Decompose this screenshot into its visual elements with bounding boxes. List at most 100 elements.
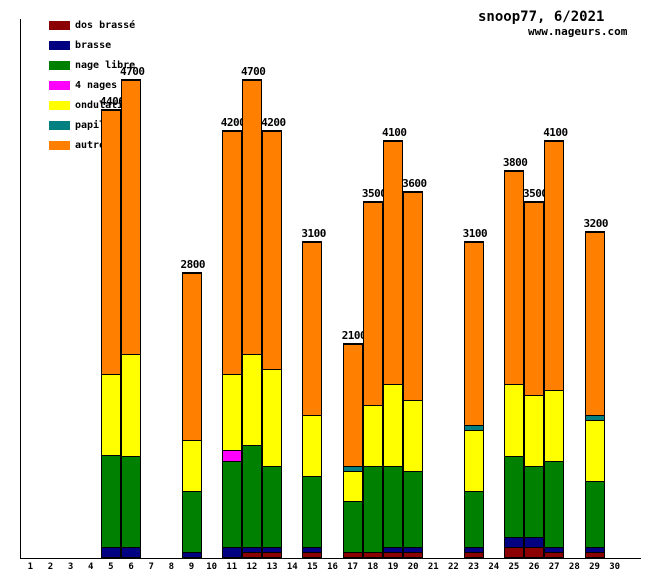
segment-brasse — [122, 546, 141, 557]
legend-label: brasse — [75, 39, 112, 51]
segment-brasse — [384, 546, 402, 552]
segment-ondulations — [525, 394, 544, 466]
x-axis-label-17: 17 — [347, 562, 359, 572]
legend-swatch-dos_brasse — [49, 20, 70, 30]
legend-item-dos_brasse: dos brassé — [49, 15, 135, 35]
bar-total-label: 3500 — [361, 186, 387, 200]
x-axis-label-9: 9 — [188, 562, 195, 572]
segment-autre — [263, 130, 282, 370]
bar-total-label: 2800 — [180, 257, 206, 271]
legend-swatch-ondulations — [49, 100, 70, 110]
bar-day-27 — [544, 139, 565, 558]
x-axis-label-18: 18 — [367, 562, 379, 572]
segment-autre — [122, 79, 141, 354]
x-axis-label-27: 27 — [548, 562, 560, 572]
segment-nage_libre — [182, 491, 201, 552]
x-axis-label-1: 1 — [27, 562, 33, 572]
segment-brasse — [222, 546, 241, 557]
bar-day-26 — [524, 200, 545, 558]
segment-papillon — [585, 414, 604, 420]
x-axis-label-10: 10 — [206, 562, 218, 572]
bar-day-25 — [503, 170, 524, 558]
segment-brasse — [545, 546, 564, 552]
segment-nage_libre — [404, 470, 423, 547]
segment-brasse — [404, 546, 423, 552]
legend-item-nage_libre: nage libre — [49, 55, 135, 75]
x-axis-label-19: 19 — [387, 562, 399, 572]
x-axis-label-26: 26 — [528, 562, 540, 572]
segment-quatre_nages — [222, 450, 241, 461]
legend-label: dos brassé — [75, 19, 136, 31]
bar-total-label: 3200 — [583, 217, 609, 231]
segment-brasse — [263, 546, 282, 552]
bar-total-label: 4200 — [220, 115, 246, 129]
bar-day-6 — [121, 78, 142, 558]
bar-total-label: 3800 — [502, 156, 528, 170]
segment-ondulations — [122, 354, 141, 456]
x-axis-label-11: 11 — [226, 562, 238, 572]
segment-brasse — [182, 551, 201, 557]
legend-swatch-nage_libre — [49, 60, 70, 70]
segment-dos_brasse — [343, 551, 362, 557]
bar-day-20 — [403, 190, 424, 558]
bar-day-9 — [181, 271, 202, 558]
x-axis-label-14: 14 — [286, 562, 298, 572]
segment-dos_brasse — [363, 551, 382, 557]
legend-swatch-papillon — [49, 120, 70, 130]
segment-dos_brasse — [404, 551, 423, 557]
segment-ondulations — [343, 470, 362, 502]
bar-total-label: 4400 — [99, 95, 125, 109]
segment-brasse — [504, 536, 523, 547]
segment-nage_libre — [101, 455, 120, 547]
segment-autre — [303, 242, 322, 415]
segment-brasse — [303, 546, 322, 552]
bar-total-label: 4100 — [382, 125, 407, 139]
legend-label: papillon — [75, 119, 124, 131]
site-url: www.nageurs.com — [528, 25, 628, 38]
segment-ondulations — [222, 374, 241, 451]
legend-swatch-brasse — [49, 40, 70, 50]
legend-item-quatre_nages: 4 nages — [49, 75, 117, 95]
segment-ondulations — [182, 440, 201, 492]
segment-ondulations — [404, 399, 423, 471]
segment-brasse — [242, 546, 261, 552]
segment-nage_libre — [384, 465, 402, 547]
x-axis-label-15: 15 — [306, 562, 318, 572]
bar-total-label: 2100 — [341, 328, 367, 342]
segment-dos_brasse — [242, 551, 261, 557]
x-axis-label-22: 22 — [448, 562, 459, 572]
segment-autre — [343, 343, 362, 466]
segment-autre — [182, 272, 201, 441]
chart-title: snoop77, 6/2021 — [478, 9, 605, 25]
x-axis-label-4: 4 — [88, 562, 94, 572]
segment-nage_libre — [363, 465, 382, 552]
bar-day-11 — [221, 129, 242, 558]
segment-ondulations — [303, 414, 322, 476]
bar-total-label: 4200 — [261, 115, 286, 129]
legend-swatch-quatre_nages — [49, 80, 70, 90]
x-axis-label-28: 28 — [568, 562, 580, 572]
legend-label: nage libre — [75, 59, 136, 71]
x-axis-label-21: 21 — [427, 562, 439, 572]
segment-brasse — [525, 536, 544, 547]
segment-papillon — [343, 465, 362, 471]
segment-dos_brasse — [384, 551, 402, 557]
segment-papillon — [464, 425, 483, 431]
segment-ondulations — [263, 369, 282, 466]
x-axis-label-7: 7 — [148, 562, 154, 572]
legend-item-papillon: papillon — [49, 115, 123, 135]
bar-total-label: 3100 — [462, 227, 488, 241]
legend-swatch-autre — [49, 140, 70, 150]
segment-autre — [525, 201, 544, 395]
x-axis-line — [20, 558, 641, 559]
segment-nage_libre — [545, 460, 564, 547]
segment-brasse — [585, 546, 604, 552]
segment-ondulations — [464, 430, 483, 491]
segment-ondulations — [384, 384, 402, 466]
segment-ondulations — [585, 419, 604, 481]
segment-autre — [404, 191, 423, 400]
bar-total-label: 4100 — [543, 125, 568, 139]
x-axis-label-2: 2 — [47, 562, 54, 572]
segment-nage_libre — [222, 460, 241, 547]
